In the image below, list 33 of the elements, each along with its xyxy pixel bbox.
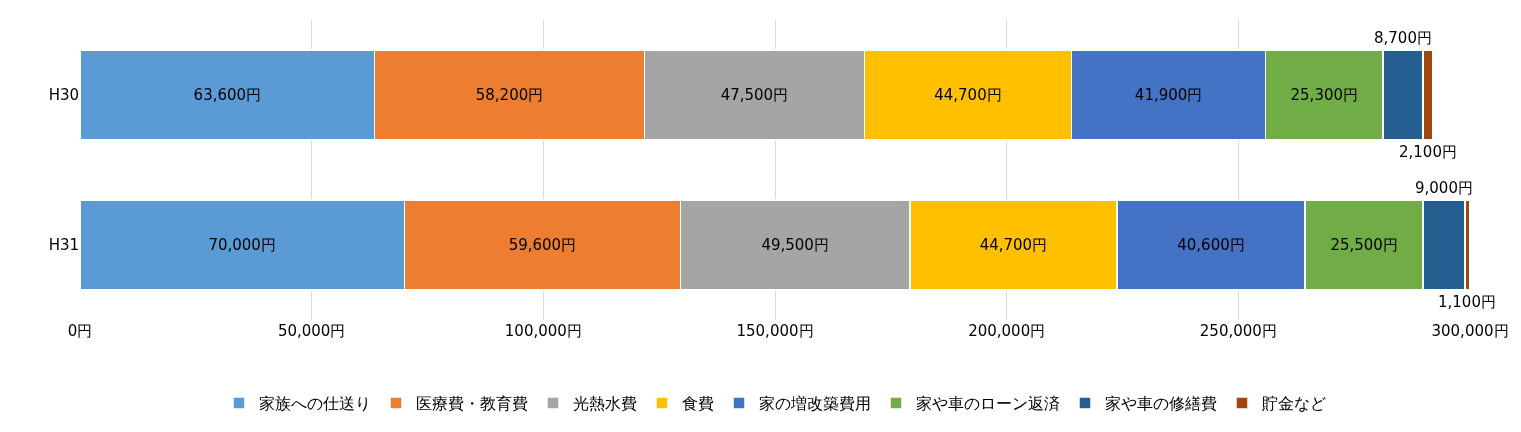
x-tick-label: 200,000円: [968, 322, 1046, 340]
data-label: 2,100円: [1399, 143, 1457, 161]
x-tick-label: 300,000円: [1431, 322, 1509, 340]
data-label: 49,500円: [761, 236, 829, 254]
x-tick-label: 250,000円: [1199, 322, 1277, 340]
data-label: 70,000円: [208, 236, 276, 254]
data-label: 41,900円: [1134, 86, 1203, 104]
data-label: 59,600円: [508, 236, 577, 254]
x-tick-label: 100,000円: [504, 322, 582, 340]
legend-label: 家や車のローン返済: [916, 394, 1060, 414]
x-tick-label: 50,000円: [277, 322, 346, 340]
legend-label: 食費: [682, 394, 714, 414]
legend-label: 医療費・教育費: [416, 394, 528, 414]
data-label: 40,600円: [1177, 236, 1245, 254]
y-tick-label: H31: [48, 236, 79, 255]
legend-label: 家や車の修繕費: [1105, 394, 1217, 414]
data-label: 44,700円: [979, 236, 1048, 254]
data-label: 47,500円: [720, 86, 789, 104]
data-label: 58,200円: [475, 86, 544, 104]
legend-label: 光熱水費: [573, 394, 637, 414]
legend-label: 貯金など: [1262, 394, 1326, 414]
data-label: 8,700円: [1374, 29, 1432, 47]
y-tick-label: H30: [48, 86, 79, 105]
legend-label: 家族への仕送り: [259, 394, 371, 414]
data-label: 44,700円: [934, 86, 1002, 104]
data-label: 25,500円: [1330, 236, 1398, 254]
legend-label: 家の増改築費用: [759, 394, 871, 414]
x-tick-label: 0円: [67, 322, 93, 340]
data-label: 1,100円: [1438, 293, 1496, 311]
data-label: 9,000円: [1415, 179, 1473, 197]
data-label: 63,600円: [193, 86, 262, 104]
x-tick-label: 150,000円: [736, 322, 814, 340]
data-label: 25,300円: [1290, 86, 1359, 104]
